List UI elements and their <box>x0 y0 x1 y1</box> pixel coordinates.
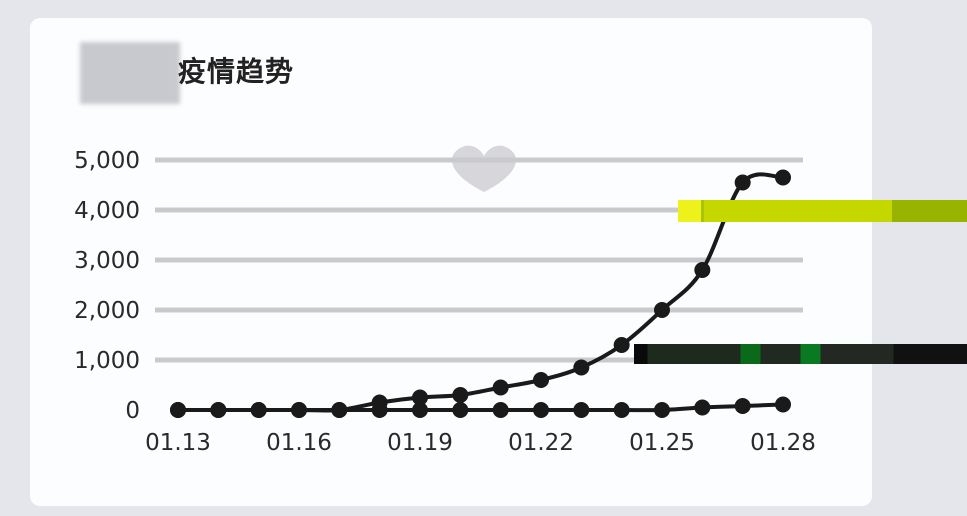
data-point <box>250 402 267 418</box>
data-point <box>613 337 630 353</box>
data-point <box>210 402 227 418</box>
data-point <box>654 402 670 418</box>
watermark <box>452 145 516 192</box>
data-point <box>412 402 428 418</box>
data-point <box>170 402 186 418</box>
data-point <box>291 402 307 418</box>
heart-watermark <box>452 145 516 192</box>
data-point <box>452 402 469 418</box>
data-point <box>452 387 469 403</box>
series-line <box>178 172 784 413</box>
data-point <box>492 379 509 396</box>
data-point <box>734 398 751 414</box>
y-axis-ticks: 5,000 4,000 3,000 2,000 1,000 0 <box>74 148 140 424</box>
x-tick-label: 01.16 <box>266 430 332 456</box>
data-point <box>533 372 549 388</box>
x-tick-label: 01.19 <box>387 430 453 456</box>
data-point <box>573 359 590 376</box>
data-point <box>492 402 509 418</box>
y-tick-label: 1,000 <box>74 348 140 374</box>
y-tick-label: 3,000 <box>74 248 140 274</box>
series <box>170 169 791 418</box>
data-point <box>654 302 670 318</box>
data-point <box>613 402 630 418</box>
y-tick-label: 2,000 <box>74 298 140 324</box>
x-tick-label: 01.28 <box>750 430 816 456</box>
data-point <box>331 402 348 418</box>
data-point <box>734 174 751 191</box>
glitch-bar-yellow <box>678 200 967 222</box>
data-point <box>371 394 388 411</box>
x-tick-label: 01.13 <box>145 430 211 456</box>
data-point <box>573 402 590 418</box>
data-point <box>775 396 791 413</box>
data-point <box>694 399 711 416</box>
data-point <box>775 169 791 186</box>
series-group <box>170 169 791 418</box>
x-tick-label: 01.22 <box>508 430 574 456</box>
blurred-title-prefix <box>80 42 180 104</box>
data-point <box>533 402 549 418</box>
data-point <box>694 262 711 278</box>
chart-title: 疫情趋势 <box>178 55 295 88</box>
y-tick-label: 4,000 <box>74 198 140 224</box>
glitch-bar-dark <box>634 344 967 364</box>
x-tick-label: 01.25 <box>629 430 695 456</box>
y-tick-label: 0 <box>125 398 140 424</box>
x-axis-ticks: 01.13 01.16 01.19 01.22 01.25 01.28 <box>145 430 816 456</box>
data-point <box>412 389 428 406</box>
y-tick-label: 5,000 <box>74 148 140 174</box>
